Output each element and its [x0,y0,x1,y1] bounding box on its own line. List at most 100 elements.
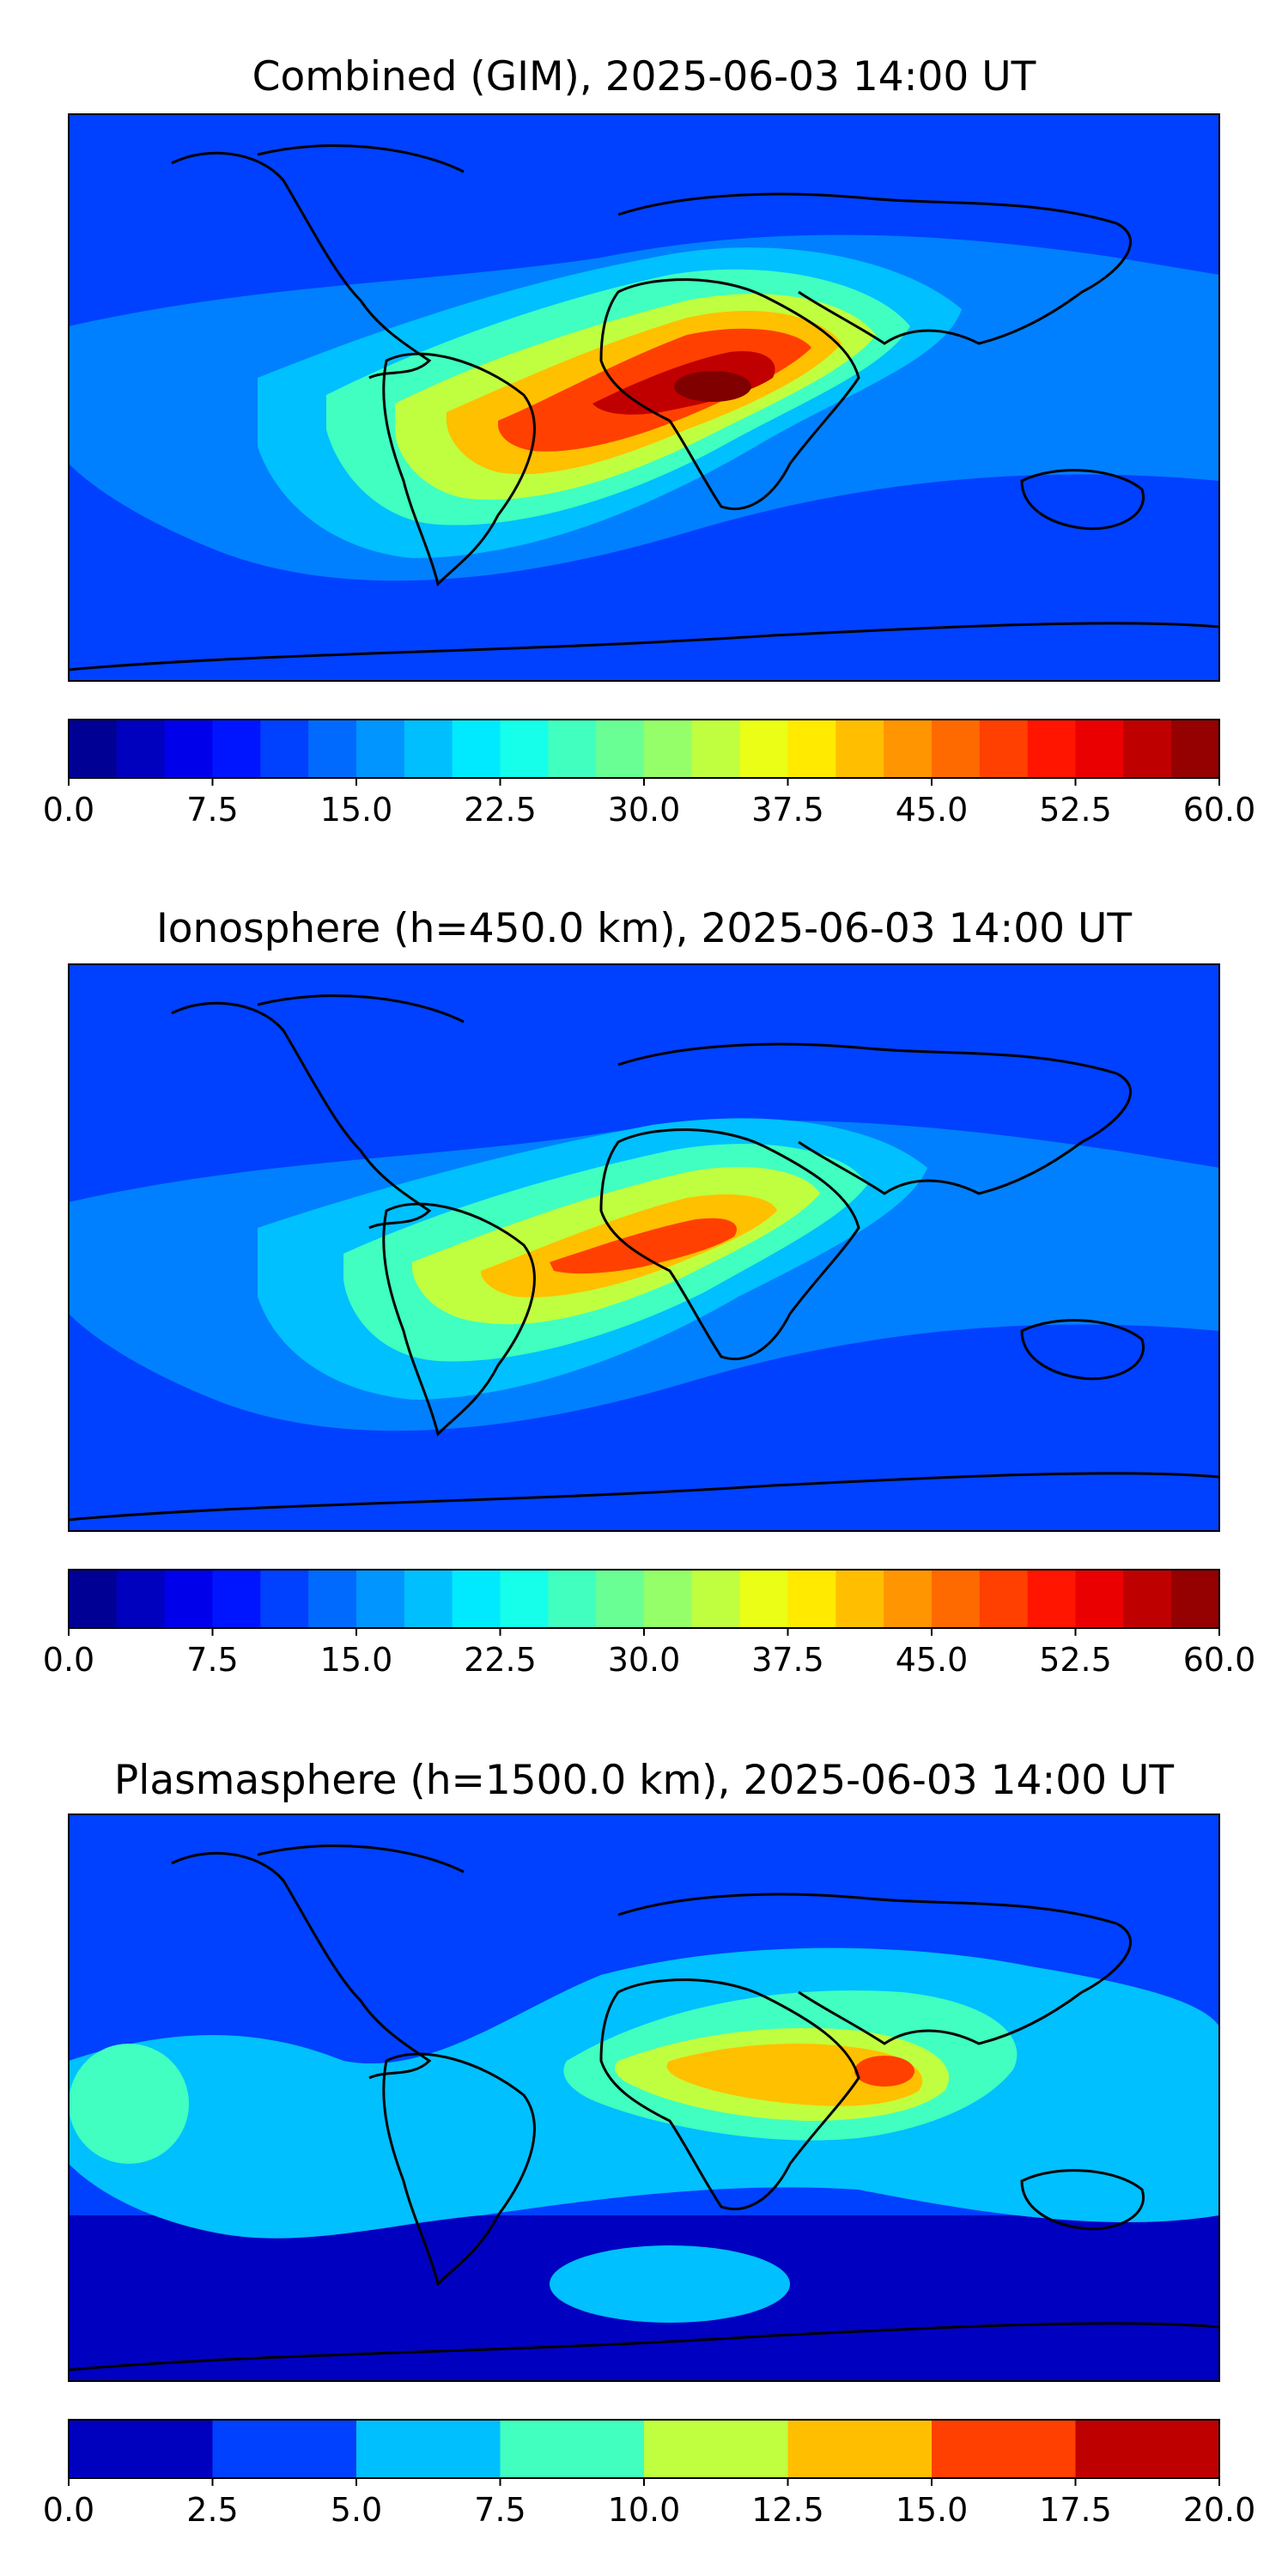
map-plasmasphere: 0.0 2.5 5.0 7.5 10.0 12.5 15.0 17.5 20.0 [43,1814,1256,2529]
colorbar-tick-label: 37.5 [751,1641,824,1679]
panel-combined: Combined (GIM), 2025-06-03 14:00 UT [0,0,1288,859]
colorbar-segment [69,2420,213,2478]
colorbar-segment [835,1570,884,1628]
contour-band [550,2245,790,2323]
colorbar-tick-label: 22.5 [464,791,537,829]
colorbar-segment [932,720,981,778]
colorbar-segment [500,1570,549,1628]
colorbar-segment [884,1570,933,1628]
colorbar-tick-label: 15.0 [320,791,393,829]
colorbar-tick-label: 52.5 [1039,1641,1112,1679]
colorbar-segment [596,720,645,778]
colorbar-segment [1171,1570,1220,1628]
colorbar-segment [787,1570,836,1628]
colorbar-segment [548,720,597,778]
panel-ionosphere: Ionosphere (h=450.0 km), 2025-06-03 14:0… [43,905,1256,1679]
colorbar-tick-label: 7.5 [186,1641,238,1679]
colorbar-tick-label: 30.0 [608,791,681,829]
chart-title: Ionosphere (h=450.0 km), 2025-06-03 14:0… [155,905,1133,952]
contour-band [69,2044,189,2164]
map-frame [68,963,1220,1532]
colorbar-tick-label: 20.0 [1183,2491,1256,2529]
colorbar-segment [164,720,213,778]
colorbar-tick-label: 7.5 [474,2491,526,2529]
colorbar-segment [1075,720,1124,778]
colorbar-segment [452,720,501,778]
colorbar-segment [1075,2420,1220,2478]
colorbar-segment [644,1570,693,1628]
colorbar-segment [1123,720,1172,778]
contour-band [674,371,751,402]
colorbar-tick-label: 12.5 [751,2491,824,2529]
colorbar-segment [116,720,166,778]
map-frame [68,1814,1220,2382]
colorbar-segment [932,1570,981,1628]
colorbar-tick-label: 30.0 [608,1641,681,1679]
colorbar-tick-label: 0.0 [43,791,94,829]
map-ionosphere: 0.0 7.5 15.0 22.5 30.0 37.5 45.0 52.5 60.0 [43,963,1256,1679]
coastlines [69,994,1219,1522]
colorbar-segment [260,720,309,778]
colorbar-segment [644,720,693,778]
coastlines [69,1844,1219,2372]
colorbar-segment [691,720,741,778]
colorbar-segment [69,720,118,778]
colorbar-segment [787,720,836,778]
colorbar-segment [1171,720,1220,778]
colorbar-segment [1027,720,1076,778]
chart-title: Plasmasphere (h=1500.0 km), 2025-06-03 1… [113,1757,1175,1804]
colorbar-tick-label: 15.0 [320,1641,393,1679]
colorbar-segment [787,2420,933,2478]
contour-band [854,2056,914,2087]
coastlines [69,144,1219,671]
colorbar-tick-label: 52.5 [1039,791,1112,829]
colorbar-tick-label: 0.0 [43,1641,94,1679]
map-frame [68,113,1220,682]
colorbar-segment [1075,1570,1124,1628]
map-combined: 0.0 7.5 15.0 22.5 30.0 37.5 45.0 52.5 60.0 [43,113,1256,829]
colorbar-segment [164,1570,213,1628]
colorbar-tick-label: 60.0 [1183,791,1256,829]
colorbar-tick-label: 10.0 [608,2491,681,2529]
colorbar-segment [835,720,884,778]
colorbar-segment [356,720,405,778]
colorbar-segment [356,2420,501,2478]
colorbar-segment [691,1570,741,1628]
colorbar-segment [500,2420,645,2478]
chart-title: Combined (GIM), 2025-06-03 14:00 UT [252,53,1036,100]
colorbar-segment [116,1570,166,1628]
colorbar-segment [212,2420,357,2478]
colorbar-segment [404,720,453,778]
colorbar-segment [739,720,788,778]
colorbar-tick-label: 37.5 [751,791,824,829]
colorbar-segment [644,2420,788,2478]
colorbar-segment [1123,1570,1172,1628]
colorbar-segment [212,720,261,778]
colorbar-tick-label: 5.0 [331,2491,382,2529]
colorbar-tick-label: 2.5 [186,2491,238,2529]
colorbar-segment [404,1570,453,1628]
colorbar-segment [356,1570,405,1628]
colorbar: 0.0 7.5 15.0 22.5 30.0 37.5 45.0 52.5 60.0 [43,1569,1256,1679]
colorbar: 0.0 2.5 5.0 7.5 10.0 12.5 15.0 17.5 20.0 [43,2419,1256,2529]
colorbar-tick-label: 60.0 [1183,1641,1256,1679]
colorbar-segment [308,1570,357,1628]
colorbar-segment [260,1570,309,1628]
colorbar-segment [932,2420,1076,2478]
colorbar-segment [884,720,933,778]
colorbar-tick-label: 45.0 [896,1641,969,1679]
colorbar-segment [979,1570,1029,1628]
colorbar-segment [500,720,549,778]
colorbar-tick-label: 17.5 [1039,2491,1112,2529]
colorbar-segment [739,1570,788,1628]
colorbar-segment [979,720,1029,778]
colorbar-tick-label: 0.0 [43,2491,94,2529]
colorbar-segment [308,720,357,778]
colorbar-segment [452,1570,501,1628]
colorbar-segment [69,1570,118,1628]
colorbar-segment [548,1570,597,1628]
colorbar-segment [212,1570,261,1628]
colorbar-segment [1027,1570,1076,1628]
colorbar-segment [596,1570,645,1628]
contour-band [666,2044,923,2106]
